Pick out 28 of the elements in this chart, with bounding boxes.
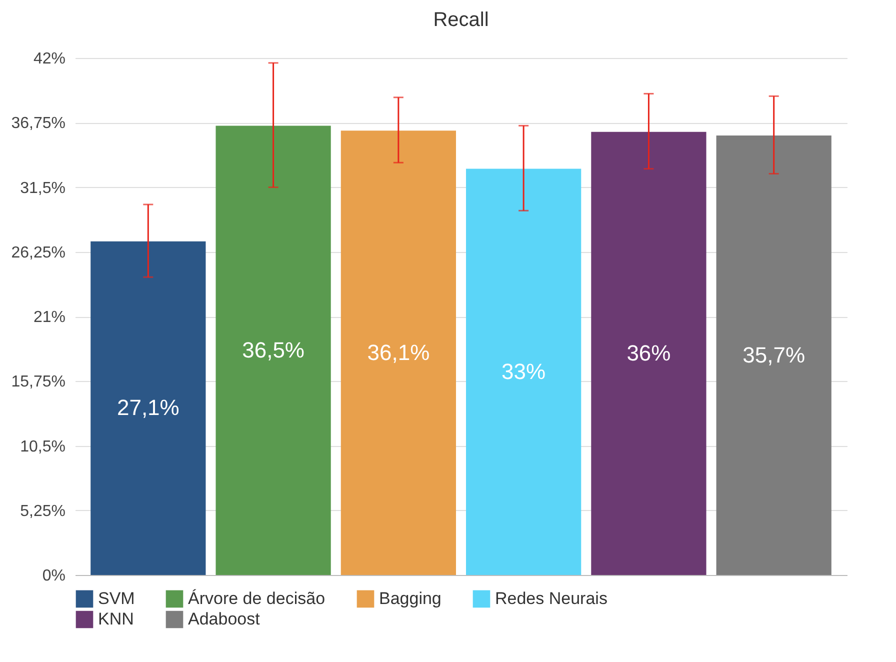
bar — [90, 241, 206, 575]
bar — [216, 126, 331, 575]
legend-label: KNN — [98, 610, 134, 628]
y-tick-label: 31,5% — [20, 180, 66, 197]
y-tick-label: 15,75% — [11, 374, 66, 391]
y-tick-label: 0% — [42, 568, 66, 584]
y-tick-label: 21% — [33, 309, 66, 326]
legend-label: Adaboost — [188, 610, 260, 628]
y-tick-label: 36,75% — [11, 115, 66, 132]
bar — [466, 168, 582, 575]
y-tick-label: 10,5% — [20, 438, 66, 456]
data-label: 27,1% — [116, 395, 180, 420]
legend-label: SVM — [98, 588, 135, 608]
bar — [340, 130, 456, 575]
legend-label: Árvore de decisão — [188, 588, 326, 608]
data-label: 35,7% — [742, 342, 806, 368]
data-label: 36% — [626, 340, 671, 366]
legend-label: Redes Neurais — [495, 588, 608, 608]
bar — [591, 132, 706, 575]
data-label: 36,1% — [367, 340, 430, 365]
y-tick-label: 26,25% — [11, 244, 66, 262]
bar — [716, 136, 832, 575]
y-tick-label: 42% — [33, 50, 66, 68]
chart-title: Recall — [433, 9, 489, 31]
y-tick-label: 5,25% — [20, 502, 66, 520]
data-label: 36,5% — [242, 337, 304, 362]
data-label: 33% — [502, 358, 546, 384]
legend-label: Bagging — [379, 588, 442, 608]
